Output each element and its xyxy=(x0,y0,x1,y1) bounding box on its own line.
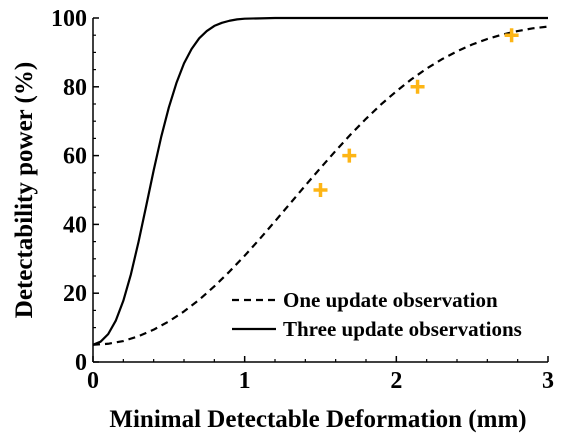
y-tick-label: 40 xyxy=(63,212,87,238)
x-tick-label: 0 xyxy=(87,368,99,394)
x-axis-label: Minimal Detectable Deformation (mm) xyxy=(109,406,526,433)
y-tick-label: 60 xyxy=(63,144,87,170)
y-axis-label: Detectability power (%) xyxy=(11,62,38,318)
x-tick-label: 1 xyxy=(239,368,251,394)
y-tick-label: 0 xyxy=(75,350,87,376)
series-three-update-line xyxy=(92,16,548,346)
series-one-update-line xyxy=(92,25,549,346)
plot-area xyxy=(92,16,549,346)
axes: 0 1 2 3 0 20 40 60 80 100 xyxy=(51,6,554,394)
data-point-marker xyxy=(342,148,357,163)
data-point-marker xyxy=(410,79,425,94)
y-tick-label: 80 xyxy=(63,75,87,101)
legend: One update observation Three update obser… xyxy=(232,288,522,341)
data-point-marker xyxy=(504,28,519,43)
legend-label: Three update observations xyxy=(283,317,522,341)
legend-label: One update observation xyxy=(283,288,498,312)
y-tick-label: 100 xyxy=(51,6,87,32)
data-point-marker xyxy=(313,183,328,197)
x-tick-label: 3 xyxy=(542,368,554,394)
x-tick-label: 2 xyxy=(390,368,402,394)
y-tick-label: 20 xyxy=(63,281,87,307)
